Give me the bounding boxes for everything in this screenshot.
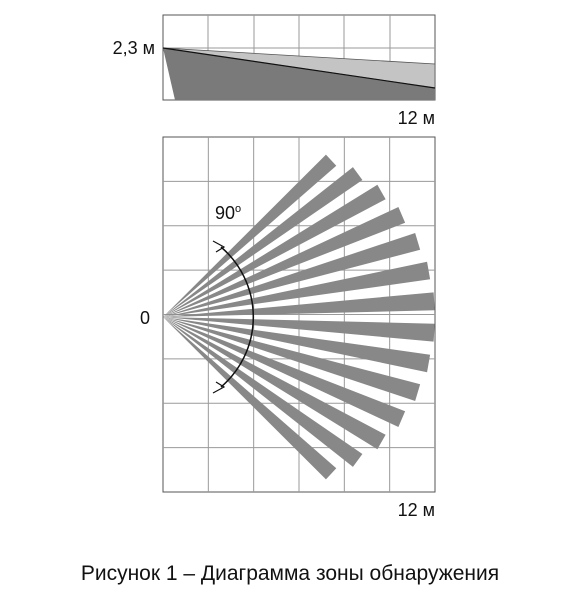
angle-label: 90o: [215, 203, 241, 223]
top-view: 90o 0 12 м: [140, 136, 436, 520]
beam: [163, 207, 406, 317]
angle-value: 90: [215, 203, 235, 223]
height-label: 2,3 м: [113, 38, 155, 58]
beams: [163, 154, 435, 480]
beam: [163, 317, 337, 480]
zone-edge: [162, 47, 436, 89]
arc-arrow: [212, 240, 226, 253]
side-view: 2,3 м 12 м: [113, 14, 436, 128]
beam: [163, 167, 363, 317]
beam: [163, 317, 363, 467]
range-label: 12 м: [398, 500, 435, 520]
beam: [163, 184, 386, 317]
beam: [163, 317, 435, 342]
range-label: 12 м: [398, 108, 435, 128]
beam: [163, 154, 337, 317]
beam: [163, 292, 435, 317]
beam: [163, 317, 421, 402]
origin-label: 0: [140, 308, 150, 328]
beam: [163, 232, 421, 317]
beam: [163, 261, 431, 317]
caption: Рисунок 1 – Диаграмма зоны обнаружения: [81, 562, 499, 585]
arc-arrow: [212, 381, 226, 394]
beam: [163, 317, 386, 450]
angle-unit: o: [235, 203, 241, 215]
angle-arc: [220, 246, 255, 388]
beam: [163, 317, 406, 427]
beam: [163, 317, 431, 373]
near-zone: [163, 48, 435, 100]
